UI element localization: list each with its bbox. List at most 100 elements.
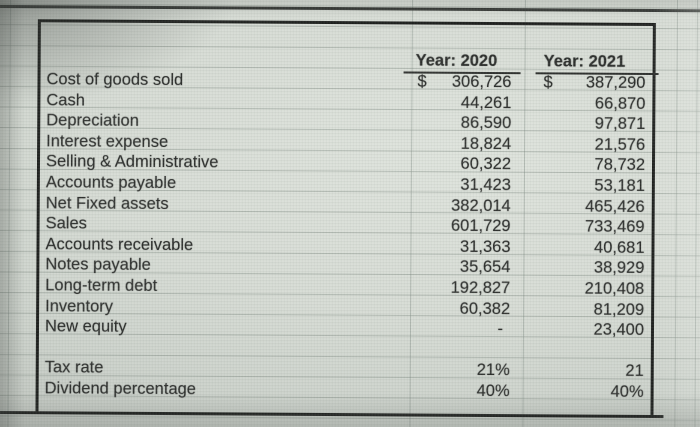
value-2020: 31,363 [459,237,511,256]
cell-year-2020[interactable]: 60,382 [402,298,514,320]
table-row: Dividend percentage 40% 40% [39,378,648,402]
row-label: Notes payable [45,255,151,275]
value-2021: 40,681 [593,238,645,257]
row-label-cell[interactable]: Inventory [39,296,402,319]
grid-line-vertical [694,0,699,427]
row-label: Selling & Administrative [45,152,219,172]
cell-year-2021[interactable]: 733,469 [515,216,649,238]
cell-year-2021[interactable]: 38,929 [514,258,648,280]
row-label: Sales [45,214,87,233]
row-label: Accounts payable [45,173,177,193]
header-year-2020[interactable]: Year: 2020 [403,50,521,74]
financial-data-table: Year: 2020 Year: 2021 Cost of goods sold… [35,19,659,416]
value-2021: 81,209 [593,300,645,319]
row-label: Cash [46,90,85,110]
row-label-cell[interactable]: Sales [40,213,403,236]
value-2021: 23,400 [593,320,645,340]
row-label-cell[interactable]: Accounts receivable [39,234,402,257]
row-label: Depreciation [46,111,139,131]
cell-year-2021[interactable]: 210,408 [514,278,648,300]
currency-symbol: $ [417,72,427,91]
cell-year-2021[interactable]: 78,732 [515,155,649,177]
value-2020: 35,654 [459,258,511,277]
value-2020: 31,423 [460,175,511,195]
header-year-2021[interactable]: Year: 2021 [516,51,659,75]
value-2020: 60,322 [460,155,512,174]
row-label: Tax rate [44,358,104,378]
row-label: New equity [44,317,127,336]
value-2020: 60,382 [459,299,511,318]
grid-line-vertical [674,0,679,427]
value-2021: 21 [625,362,644,381]
row-label-cell[interactable]: Cash [40,90,403,113]
cell-year-2020[interactable]: 382,014 [403,195,515,217]
row-label-cell[interactable]: Cost of goods sold [40,69,403,92]
cell-year-2020[interactable]: 21% [402,360,514,382]
cell-year-2021[interactable]: $ 387,290 [515,72,649,94]
value-2020: 192,827 [450,278,511,298]
value-2020: 382,014 [451,196,511,215]
value-2020: - [497,320,504,339]
header-year-2020-label: Year: 2020 [403,50,521,74]
row-label-cell[interactable]: New equity [39,316,402,339]
row-label-cell[interactable]: Selling & Administrative [40,152,403,175]
cell-year-2020[interactable]: 31,363 [402,236,514,258]
cell-year-2020[interactable]: - [402,319,514,341]
cell-year-2020[interactable]: 35,654 [402,257,514,279]
row-label: Long-term debt [45,276,158,295]
row-label-cell[interactable]: Interest expense [40,131,403,154]
row-label: Dividend percentage [44,379,197,399]
value-2021: 40% [610,382,644,401]
value-2021: 66,870 [594,94,646,113]
value-2021: 78,732 [594,156,646,175]
grid-line-vertical [7,0,12,427]
value-2020: 601,729 [450,216,511,236]
row-label-cell[interactable]: Depreciation [40,110,403,133]
cell-year-2020[interactable] [402,339,514,360]
currency-symbol: $ [543,73,553,92]
row-label-cell[interactable] [39,337,402,360]
cell-year-2020[interactable]: 18,824 [403,133,515,155]
cell-year-2021[interactable] [514,340,648,361]
row-label-cell[interactable]: Accounts payable [40,172,403,195]
value-2020: 86,590 [460,114,512,133]
cell-year-2020[interactable]: 192,827 [402,277,514,299]
header-year-2021-label: Year: 2021 [535,51,659,75]
cell-year-2021[interactable]: 81,209 [514,299,648,321]
cell-year-2020[interactable]: 40% [402,380,514,402]
cell-year-2020[interactable]: 86,590 [403,113,515,135]
cell-year-2021[interactable]: 23,400 [514,319,648,341]
cell-year-2021[interactable]: 40% [514,381,648,403]
value-2021: 21,576 [594,135,646,154]
cell-year-2020[interactable]: $ 306,726 [403,71,515,93]
row-label-cell[interactable]: Long-term debt [39,275,402,298]
cell-year-2021[interactable]: 465,426 [515,196,649,218]
value-2021: 465,426 [585,197,645,216]
row-label-cell[interactable]: Net Fixed assets [40,193,403,216]
row-label: Net Fixed assets [45,193,169,213]
row-label-cell[interactable]: Tax rate [39,358,402,381]
value-2021: 210,408 [584,279,645,298]
cell-year-2020[interactable]: 44,261 [403,92,515,114]
cell-year-2021[interactable]: 53,181 [515,175,649,197]
value-2021: 97,871 [594,114,646,134]
cell-year-2021[interactable]: 40,681 [514,237,648,259]
screen-top-edge-line [0,4,700,12]
value-2020: 21% [476,361,510,380]
cell-year-2021[interactable]: 97,871 [515,113,649,135]
row-label-cell[interactable]: Notes payable [39,255,402,278]
value-2020: 18,824 [460,134,512,153]
row-label: Inventory [45,296,114,316]
value-2020: 44,261 [460,93,512,112]
row-label: Interest expense [46,132,169,151]
cell-year-2021[interactable]: 21 [514,361,648,383]
value-2021: 53,181 [594,176,645,195]
row-label: Accounts receivable [45,235,194,254]
cell-year-2021[interactable]: 21,576 [515,134,649,156]
cell-year-2020[interactable]: 31,423 [403,174,515,196]
row-label-cell[interactable]: Dividend percentage [39,378,402,401]
cell-year-2020[interactable]: 60,322 [403,154,515,176]
cell-year-2021[interactable]: 66,870 [515,93,649,115]
row-label: Cost of goods sold [46,70,184,90]
cell-year-2020[interactable]: 601,729 [403,216,515,238]
